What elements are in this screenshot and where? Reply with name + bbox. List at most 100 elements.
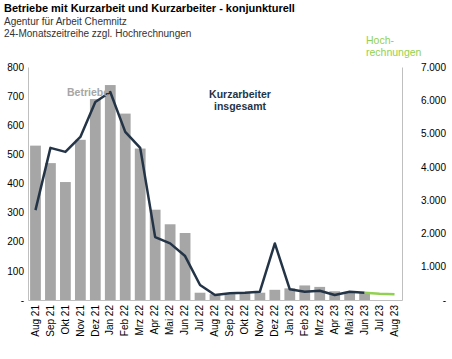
tick-label: Dez 22 [269, 305, 280, 337]
bar [180, 233, 191, 300]
tick: 600 [7, 120, 28, 131]
bar [344, 293, 355, 300]
tick: 700 [7, 91, 28, 102]
bar [75, 140, 86, 300]
axis-line [28, 68, 29, 301]
tick-label: Jul 23 [374, 305, 385, 332]
tick: Mrz 23 [314, 300, 325, 336]
tick: Feb 23 [299, 300, 310, 336]
bar [254, 293, 265, 300]
tick: Jul 23 [374, 300, 385, 332]
bar [45, 163, 56, 300]
tick: 300 [7, 207, 28, 218]
tick: Dez 21 [90, 300, 101, 337]
tick: 6.000 [402, 95, 446, 106]
tick: 4.000 [402, 162, 446, 173]
tick: 800 [7, 62, 28, 73]
tick: Aug 23 [389, 300, 400, 337]
bar [90, 99, 101, 300]
tick-label: Apr 23 [329, 305, 340, 335]
bar [269, 290, 280, 300]
tick: Sep 21 [45, 300, 56, 337]
tick: 3.000 [402, 195, 446, 206]
subtitle: Agentur für Arbeit Chemnitz [4, 16, 127, 27]
tick: Mai 23 [344, 300, 355, 335]
tick: Sep 22 [224, 300, 235, 337]
tick: Nov 21 [75, 300, 86, 337]
tick-label: Nov 21 [75, 305, 86, 337]
tick: Jun 23 [359, 300, 370, 335]
tick-label: 600 [7, 120, 24, 131]
tick-label: 100 [7, 266, 24, 277]
series-label: Hoch-rechnungen [366, 34, 422, 58]
tick: Apr 22 [149, 300, 160, 334]
tick-label: Nov 22 [254, 305, 265, 337]
tick-label: Feb 23 [299, 305, 310, 337]
tick-label: Aug 21 [30, 305, 41, 337]
tick-label: - [21, 295, 24, 306]
axis-line [29, 300, 403, 301]
axis-line [402, 68, 403, 301]
tick-label: Mrz 22 [134, 305, 145, 336]
tick-label: 7.000 [421, 62, 446, 73]
tick-label: Okt 22 [239, 305, 250, 335]
bar [120, 114, 131, 300]
tick: Jan 23 [284, 300, 295, 335]
tick-label: 800 [7, 62, 24, 73]
tick: 1.000 [402, 261, 446, 272]
series-label: Betriebe [67, 86, 109, 98]
tick-label: Mai 22 [164, 305, 175, 335]
tick: Jun 22 [179, 300, 190, 335]
tick-label: 3.000 [421, 195, 446, 206]
tick-label: Mai 23 [344, 305, 355, 335]
tick: Jan 22 [104, 300, 115, 335]
subtitle: 24-Monatszeitreihe zzgl. Hochrechnungen [4, 28, 191, 39]
tick: Aug 21 [30, 300, 41, 337]
tick: Okt 21 [60, 300, 71, 334]
tick-label: Aug 23 [389, 305, 400, 337]
line [365, 293, 395, 295]
bar [165, 224, 176, 300]
tick-label: 2.000 [421, 228, 446, 239]
bar [105, 85, 116, 300]
plot-area [30, 85, 394, 300]
tick-label: Feb 22 [119, 305, 130, 337]
tick-label: Dez 21 [90, 305, 101, 337]
y-axis: -100200300400500600700800 [7, 62, 28, 306]
tick-label: Jul 22 [194, 305, 205, 332]
tick: - [402, 295, 446, 306]
tick-label: 1.000 [421, 261, 446, 272]
tick: Okt 22 [239, 300, 250, 334]
tick-label: 700 [7, 91, 24, 102]
tick: Aug 22 [209, 300, 220, 337]
tick-label: 4.000 [421, 162, 446, 173]
bar [195, 293, 206, 300]
title: Betriebe mit Kurzarbeit und Kurzarbeiter… [4, 2, 295, 14]
tick-label: 500 [7, 149, 24, 160]
tick-label: - [443, 295, 446, 306]
tick: Dez 22 [269, 300, 280, 337]
tick-label: 300 [7, 207, 24, 218]
bar [30, 146, 41, 300]
tick-label: Jun 23 [359, 305, 370, 335]
series-label: Kurzarbeiterinsgesamt [209, 88, 271, 112]
tick: 7.000 [402, 62, 446, 73]
tick-label: Mrz 23 [314, 305, 325, 336]
line [35, 92, 364, 295]
tick: Apr 23 [329, 300, 340, 334]
tick: - [21, 295, 28, 306]
tick-label: Apr 22 [149, 305, 160, 335]
x-axis: Aug 21 Sep 21 Okt 21 Nov 21 Dez 21Jan 22 Feb … [29, 300, 403, 337]
tick-label: Jan 23 [284, 305, 295, 335]
y2-axis: - 1.000 2.000 3.000 4.000 5.000 6.000 7.000 [402, 62, 446, 306]
tick: 500 [7, 149, 28, 160]
bar [60, 182, 71, 300]
tick: 400 [7, 178, 28, 189]
bar [150, 210, 161, 300]
tick-label: Jan 22 [104, 305, 115, 335]
chart: Betriebe mit Kurzarbeit und Kurzarbeiter… [0, 0, 452, 359]
tick: Nov 22 [254, 300, 265, 337]
tick: 5.000 [402, 128, 446, 139]
tick-label: 400 [7, 178, 24, 189]
tick: 100 [7, 266, 28, 277]
